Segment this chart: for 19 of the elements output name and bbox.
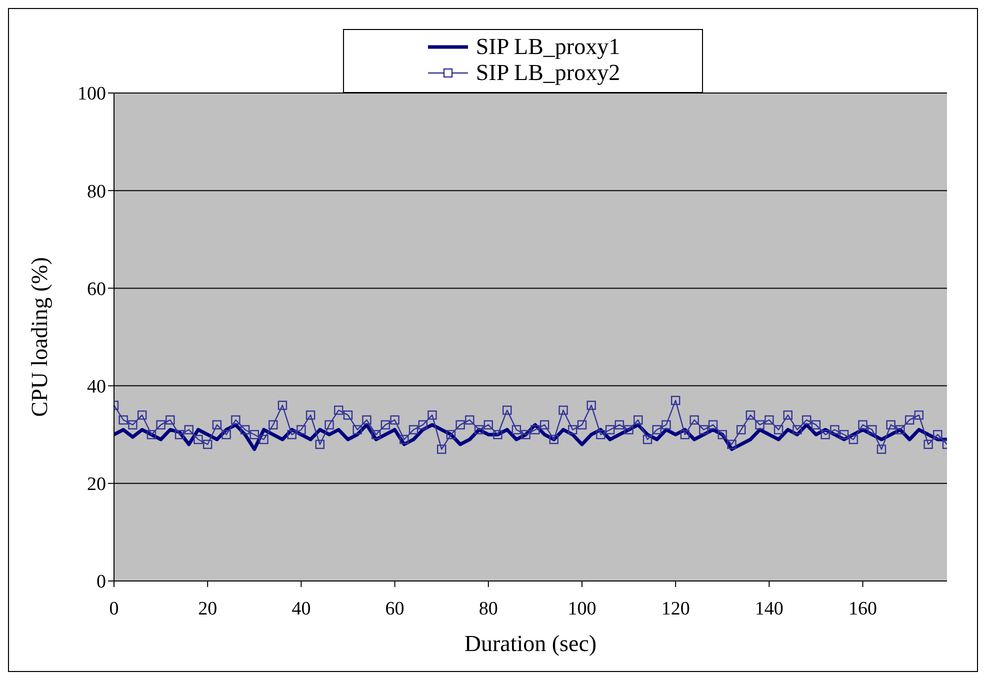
x-tick-label: 0 [109, 598, 119, 620]
legend-label: SIP LB_proxy1 [476, 34, 620, 60]
y-tick-label: 80 [87, 181, 106, 202]
y-tick-label: 60 [87, 278, 106, 300]
x-tick-label: 60 [385, 598, 404, 620]
x-tick-label: 120 [661, 598, 690, 620]
x-tick-label: 100 [568, 598, 596, 620]
x-tick-label: 140 [754, 598, 784, 620]
y-tick-label: 100 [78, 84, 106, 105]
x-tick-label: 20 [198, 598, 218, 620]
x-tick-label: 40 [292, 598, 311, 620]
x-axis-title: Duration (sec) [464, 631, 597, 656]
legend-label: SIP LB_proxy2 [476, 60, 620, 86]
x-tick-label: 80 [478, 598, 498, 620]
x-tick-label: 160 [848, 598, 878, 620]
y-tick-label: 0 [96, 572, 106, 593]
y-tick-label: 20 [87, 474, 106, 496]
y-tick-label: 40 [87, 376, 106, 398]
y-axis-title: CPU loading (%) [27, 257, 52, 417]
